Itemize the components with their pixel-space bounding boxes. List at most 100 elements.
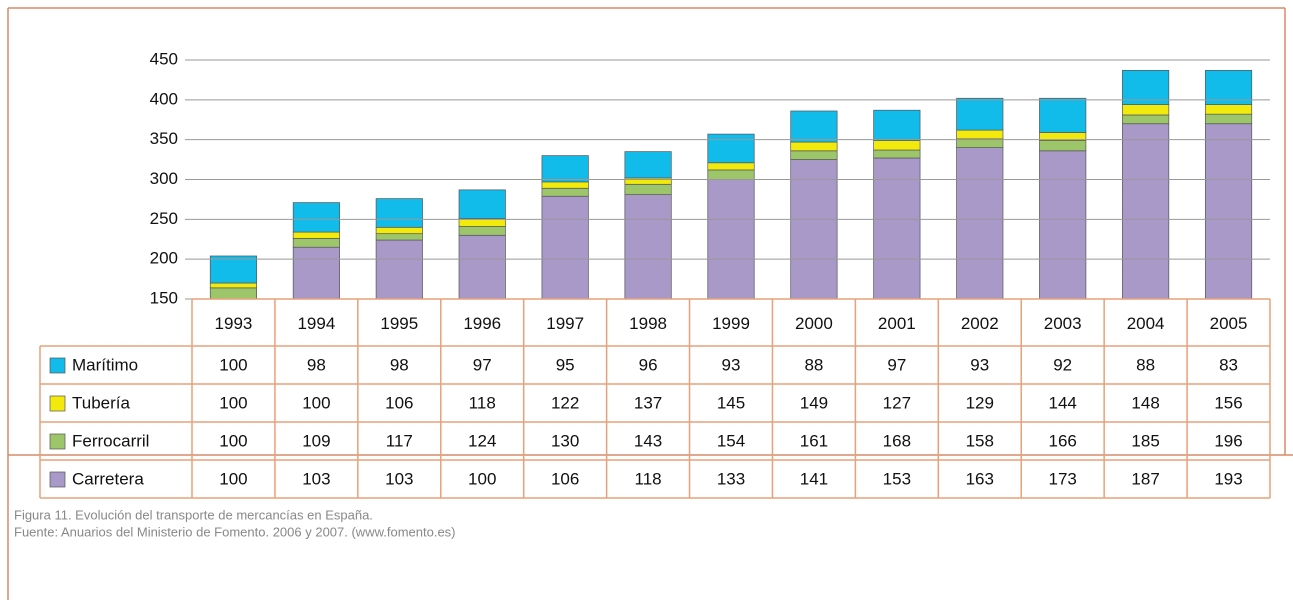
caption: Fuente: Anuarios del Ministerio de Fomen…	[14, 524, 456, 539]
table-value: 106	[551, 469, 579, 488]
table-value: 100	[219, 469, 247, 488]
legend-label: Marítimo	[72, 355, 138, 374]
y-tick-label: 250	[150, 209, 178, 228]
bar-segment	[1122, 123, 1170, 299]
bar-segment	[1039, 140, 1087, 152]
bar-segment	[292, 246, 340, 299]
x-tick-label: 1994	[297, 314, 335, 333]
bar-segment	[1204, 70, 1253, 105]
bar-segment	[292, 231, 340, 239]
table-value: 83	[1219, 355, 1238, 374]
bar-segment	[707, 133, 755, 164]
x-tick-label: 2004	[1127, 314, 1165, 333]
table-value: 96	[639, 355, 658, 374]
table-value: 127	[883, 393, 911, 412]
table-value: 122	[551, 393, 579, 412]
table-value: 133	[717, 469, 745, 488]
table-value: 145	[717, 393, 745, 412]
bar-segment	[458, 189, 506, 219]
bar-segment	[458, 226, 506, 236]
legend-label: Carretera	[72, 469, 144, 488]
table-value: 100	[219, 393, 247, 412]
table-value: 109	[302, 431, 330, 450]
bar-segment	[873, 149, 921, 159]
bar-segment	[707, 162, 755, 171]
bar-segment	[209, 255, 258, 284]
bar-segment	[375, 198, 423, 228]
table-value: 173	[1049, 469, 1077, 488]
table-value: 100	[468, 469, 496, 488]
bar-segment	[956, 147, 1004, 299]
table-value: 166	[1049, 431, 1077, 450]
bar-segment	[790, 110, 838, 143]
y-tick-label: 450	[150, 49, 178, 68]
x-tick-label: 1998	[629, 314, 667, 333]
x-tick-label: 2000	[795, 314, 833, 333]
table-value: 88	[804, 355, 823, 374]
bar-segment	[1122, 114, 1170, 125]
caption: Figura 11. Evolución del transporte de m…	[14, 507, 373, 522]
bar-segment	[209, 282, 258, 289]
x-tick-label: 1999	[712, 314, 750, 333]
legend-label: Tubería	[72, 393, 131, 412]
bar-segment	[375, 226, 423, 235]
legend-swatch	[49, 433, 66, 450]
table-value: 103	[302, 469, 330, 488]
table-value: 154	[717, 431, 745, 450]
bar-segment	[873, 157, 921, 299]
table-value: 106	[385, 393, 413, 412]
bars	[209, 70, 1253, 299]
table-value: 88	[1136, 355, 1155, 374]
bar-segment	[624, 183, 672, 195]
y-tick-label: 300	[150, 169, 178, 188]
x-tick-label: 2002	[961, 314, 999, 333]
table-value: 124	[468, 431, 496, 450]
bar-segment	[956, 129, 1004, 140]
table-value: 143	[634, 431, 662, 450]
table-value: 144	[1049, 393, 1077, 412]
table-value: 196	[1214, 431, 1242, 450]
table-value: 129	[966, 393, 994, 412]
bar-segment	[292, 202, 340, 233]
x-tick-label: 1995	[380, 314, 418, 333]
bar-segment	[209, 287, 258, 299]
bar-segment	[1204, 123, 1253, 299]
y-tick-label: 200	[150, 249, 178, 268]
bar-segment	[624, 194, 672, 299]
bar-segment	[790, 141, 838, 152]
table-value: 158	[966, 431, 994, 450]
table-value: 98	[307, 355, 326, 374]
table-value: 156	[1214, 393, 1242, 412]
bar-segment	[624, 151, 672, 179]
frame	[7, 7, 1293, 600]
bar-segment	[1039, 150, 1087, 299]
table-value: 97	[887, 355, 906, 374]
y-tick-label: 350	[150, 129, 178, 148]
table-value: 137	[634, 393, 662, 412]
y-tick-label: 400	[150, 89, 178, 108]
table-value: 97	[473, 355, 492, 374]
x-tick-label: 1993	[215, 314, 253, 333]
bar-segment	[375, 233, 423, 241]
bar-segment	[790, 159, 838, 299]
table-value: 185	[1131, 431, 1159, 450]
table-value: 92	[1053, 355, 1072, 374]
legend-swatch	[49, 471, 66, 488]
table-value: 93	[970, 355, 989, 374]
bar-segment	[707, 169, 755, 180]
x-tick-label: 2005	[1210, 314, 1248, 333]
bar-segment	[1122, 104, 1170, 116]
table-value: 95	[556, 355, 575, 374]
table-value: 168	[883, 431, 911, 450]
table-value: 149	[800, 393, 828, 412]
table-value: 161	[800, 431, 828, 450]
table-value: 117	[386, 431, 413, 450]
bar-segment	[624, 177, 672, 185]
bar-segment	[873, 140, 921, 151]
table-value: 98	[390, 355, 409, 374]
bar-segment	[790, 150, 838, 160]
bar-segment	[956, 138, 1004, 148]
legend-swatch	[49, 395, 66, 412]
bar-segment	[541, 155, 589, 183]
